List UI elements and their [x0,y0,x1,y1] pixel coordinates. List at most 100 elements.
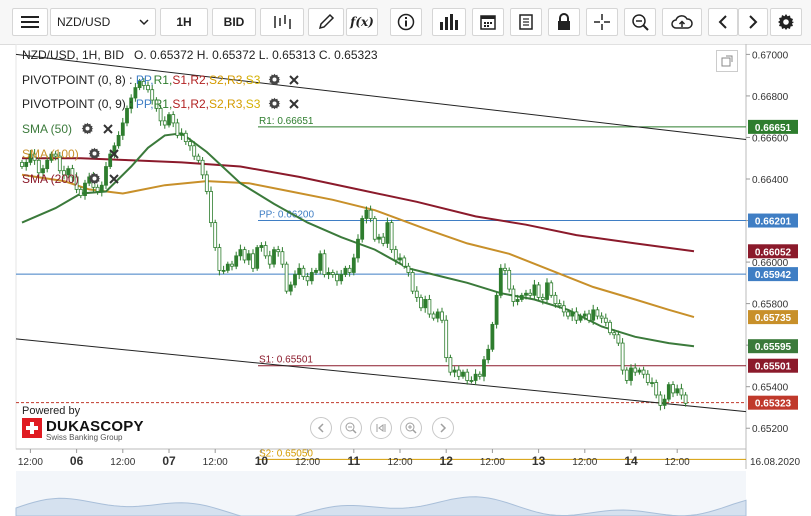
candle [620,338,625,375]
candle-body [377,236,381,240]
scroll-right-button[interactable] [432,417,454,439]
close-icon[interactable] [288,74,300,86]
draw-tool-button[interactable] [308,8,344,36]
candle [120,117,125,140]
hamburger-icon [21,16,39,28]
candle [95,184,100,195]
gear-icon[interactable] [268,97,281,110]
close-icon[interactable] [108,173,120,185]
candle [267,250,272,269]
news-button[interactable] [510,8,542,36]
price-type-select[interactable]: BID [212,8,256,36]
candle-body [410,272,415,292]
candle-body [503,267,507,271]
x-tick-label: 11 [347,454,360,468]
badge-bg [748,339,798,354]
timeframe-select[interactable]: 1H [160,8,208,36]
candle-body [482,359,486,377]
lock-button[interactable] [548,8,580,36]
candle [255,245,260,271]
candle-body [318,253,323,271]
candle-body [49,153,54,161]
x-tick-label: 12:00 [18,457,43,468]
candle [372,215,377,242]
crosshair-button[interactable] [586,8,618,36]
gear-icon[interactable] [88,172,101,185]
candle-body [490,323,495,350]
candle-body [183,132,188,143]
candle-body [209,191,213,224]
x-end-label: 16.08.2020 [750,457,800,468]
candle [209,186,213,228]
pivot-label: S2: 0.65050 [259,448,313,459]
candle [301,265,306,280]
candle-body [419,296,423,309]
reset-icon [376,424,386,432]
upload-button[interactable] [662,8,702,36]
candle [251,249,255,273]
volume-button[interactable] [432,8,466,36]
candle-body [28,153,33,163]
candle-body [381,236,386,244]
fx-label: f(x) [350,15,374,29]
badge-bg [748,119,798,134]
candle-body [633,367,638,373]
candle [125,105,129,127]
settings-button[interactable] [770,8,802,36]
price-chart[interactable]: R1: 0.66651 PP: 0.66200 S1: 0.65501 S2: 0.6… [0,44,811,516]
scroll-left-button[interactable] [310,417,332,439]
gear-icon[interactable] [81,122,94,135]
candle-body [70,168,75,178]
candle [683,392,688,407]
y-tick-label: 0.66800 [752,92,789,103]
y-tick-label: 0.66000 [752,258,789,269]
gear-icon[interactable] [268,73,281,86]
candle-body [167,114,171,126]
zoom-in-button[interactable] [400,417,422,439]
x-tick-label: 12:00 [387,457,412,468]
close-icon[interactable] [108,148,120,160]
zoom-button[interactable] [624,8,656,36]
info-button[interactable] [390,8,422,36]
back-button[interactable] [708,8,738,36]
y-tick-label: 0.66400 [752,175,789,186]
swiss-flag-icon [22,418,42,438]
reset-view-button[interactable] [370,417,392,439]
zoom-out-button[interactable] [340,417,362,439]
menu-button[interactable] [12,8,48,36]
candle-body [440,311,444,321]
candle [45,155,50,173]
candle [351,253,356,276]
candle-body [259,245,264,248]
level-r1: R1, [153,73,173,87]
candle-body [637,369,642,373]
candle-body [125,107,129,124]
indicators-button[interactable]: f(x) [346,8,378,36]
candle-body [658,394,663,406]
indicator-name: SMA (100) [22,147,79,161]
candle-body [612,332,617,336]
expand-button[interactable] [716,50,738,72]
candle [28,149,33,166]
close-icon[interactable] [102,123,114,135]
calendar-button[interactable] [472,8,504,36]
gear-icon[interactable] [88,147,101,160]
symbol-select[interactable]: NZD/USD [50,8,156,36]
candle [482,355,486,382]
candle [179,128,184,140]
candle [658,391,663,411]
candle [671,381,675,398]
candle [461,369,465,379]
chart-type-button[interactable] [260,8,304,36]
close-icon[interactable] [288,98,300,110]
candle [53,150,58,161]
candle-body [314,269,318,273]
candle [83,179,87,200]
candle [259,242,264,252]
candle-body [347,267,352,273]
forward-button[interactable] [738,8,768,36]
sma-100-line [21,173,695,319]
candle [318,250,323,275]
candle-body [431,313,436,319]
x-tick-label: 12:00 [295,457,320,468]
